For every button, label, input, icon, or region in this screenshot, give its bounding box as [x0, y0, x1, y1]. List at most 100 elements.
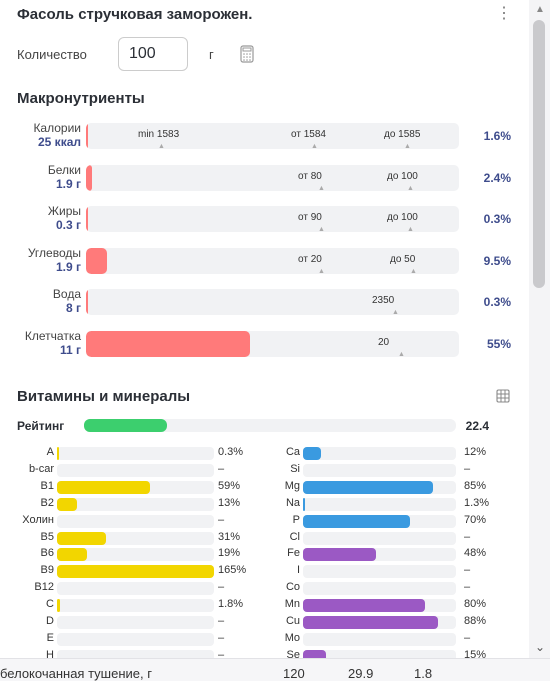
minerals-percent: 88% [464, 615, 487, 627]
minerals-bar [303, 514, 456, 528]
vitamins-fill [57, 531, 106, 545]
minerals-percent: 1.3% [464, 496, 490, 509]
vitamins-bar [57, 497, 214, 511]
macro-tick: ▲ [398, 351, 405, 357]
minerals-name: Mg [284, 479, 300, 492]
minerals-fill [303, 514, 411, 528]
minerals-name: P [292, 513, 300, 526]
vitamins-bar [57, 616, 214, 629]
scrollbar-thumb[interactable] [533, 20, 545, 288]
macro-percent: 55% [486, 337, 511, 351]
minerals-percent: 70% [464, 513, 487, 526]
minerals-bar [303, 548, 456, 562]
minerals-row: P 70% [0, 514, 486, 529]
minerals-bar [303, 565, 456, 579]
table-cell-2: 29.9 [348, 666, 374, 681]
vitamins-row: Холин – [0, 514, 240, 529]
macro-fill [86, 164, 92, 191]
macro-value: 1.9 г [55, 259, 81, 274]
macro-bar: 20 ▲ [86, 331, 459, 357]
more-vertical-icon[interactable]: ⋮ [496, 5, 512, 22]
scroll-down-icon[interactable]: ⌄ [535, 640, 546, 654]
minerals-percent: – [464, 631, 471, 644]
macro-range-mark: 2350 [372, 295, 395, 307]
macro-tick: ▲ [410, 267, 417, 274]
vitamins-row: E – [0, 632, 240, 647]
minerals-fill [303, 616, 438, 629]
vitamins-percent: 13% [218, 496, 241, 509]
minerals-fill [303, 447, 322, 460]
macro-fill [86, 206, 88, 233]
macro-row: Белки 1.9 г от 80 ▲ до 100 ▲ 2.4% [0, 163, 529, 193]
vitamins-fill [57, 599, 60, 613]
minerals-row: Co – [0, 581, 470, 596]
minerals-name: Se [286, 648, 300, 658]
vitamins-row: B5 31% [0, 531, 240, 546]
macro-tick: ▲ [318, 226, 325, 233]
minerals-percent: – [464, 530, 471, 543]
macro-row: Жиры 0.3 г от 90 ▲ до 100 ▲ 0.3% [0, 204, 529, 234]
vitamins-name: B12 [34, 581, 54, 594]
macro-percent: 1.6% [483, 129, 511, 143]
vitamins-percent: 59% [218, 479, 241, 492]
vitamins-fill [57, 548, 87, 562]
macro-name: Клетчатка [24, 329, 81, 343]
macro-name: Калории [33, 121, 81, 135]
vitamins-name: B9 [40, 564, 54, 577]
macro-fill [86, 123, 88, 149]
macro-range-mark: 20 [378, 337, 390, 348]
vitamins-name: B6 [40, 547, 54, 560]
macro-range-mark: от 20 [298, 253, 322, 265]
minerals-name: Si [290, 462, 300, 475]
macro-range-mark: до 100 [387, 212, 418, 224]
macro-fill [86, 331, 251, 357]
minerals-name: Ca [285, 446, 300, 458]
minerals-row: Mo – [0, 632, 470, 647]
quantity-unit: г [209, 47, 214, 62]
minerals-bar [303, 632, 456, 646]
vitamins-row: B2 13% [0, 497, 240, 512]
vitamins-name: E [46, 631, 54, 644]
minerals-fill [303, 497, 305, 511]
table-icon[interactable] [496, 389, 510, 403]
vitamins-name: b-car [28, 462, 54, 475]
minerals-bar [303, 463, 456, 477]
minerals-row: Mn 80% [0, 598, 486, 613]
minerals-percent: – [464, 581, 471, 594]
minerals-percent: 85% [464, 479, 487, 492]
macro-percent: 0.3% [483, 295, 511, 310]
macro-range-mark: до 1585 [384, 129, 421, 140]
macro-percent: 9.5% [483, 253, 511, 268]
minerals-row: Cl – [0, 531, 470, 546]
scroll-up-icon[interactable]: ▲ [535, 4, 545, 15]
minerals-percent: 48% [464, 547, 487, 560]
vitamins-bar [57, 582, 214, 596]
vitamins-row: B12 – [0, 581, 240, 596]
minerals-name: Na [285, 496, 300, 509]
vitamins-row: b-car – [0, 463, 240, 478]
quantity-input[interactable] [118, 37, 188, 71]
minerals-row: Se 15% [0, 649, 486, 658]
vitamins-name: H [46, 648, 54, 658]
macro-row: Клетчатка 11 г 20 ▲ 55% [0, 329, 529, 359]
table-cell-1: 120 [283, 666, 305, 681]
vitamins-percent: 0.3% [218, 446, 244, 458]
macro-percent: 2.4% [483, 170, 511, 185]
minerals-name: Mo [284, 631, 300, 644]
vitamins-percent: 1.8% [218, 598, 244, 611]
macro-tick: ▲ [318, 267, 325, 274]
vitamins-bar [57, 514, 214, 528]
minerals-fill [303, 599, 426, 613]
vitamins-name: Холин [22, 513, 54, 526]
vitamins-percent: 165% [218, 564, 247, 577]
calculator-icon[interactable] [240, 45, 254, 63]
vitamins-percent: – [218, 631, 225, 644]
vitamins-row: B1 59% [0, 480, 240, 495]
vitamins-row: D – [0, 615, 240, 630]
vitamins-fill [57, 447, 59, 460]
vitamins-percent: – [218, 615, 225, 627]
rating-fill [84, 419, 168, 432]
macro-tick: ▲ [404, 143, 411, 149]
macro-bar: от 90 ▲ до 100 ▲ [86, 206, 459, 233]
minerals-fill [303, 480, 434, 494]
